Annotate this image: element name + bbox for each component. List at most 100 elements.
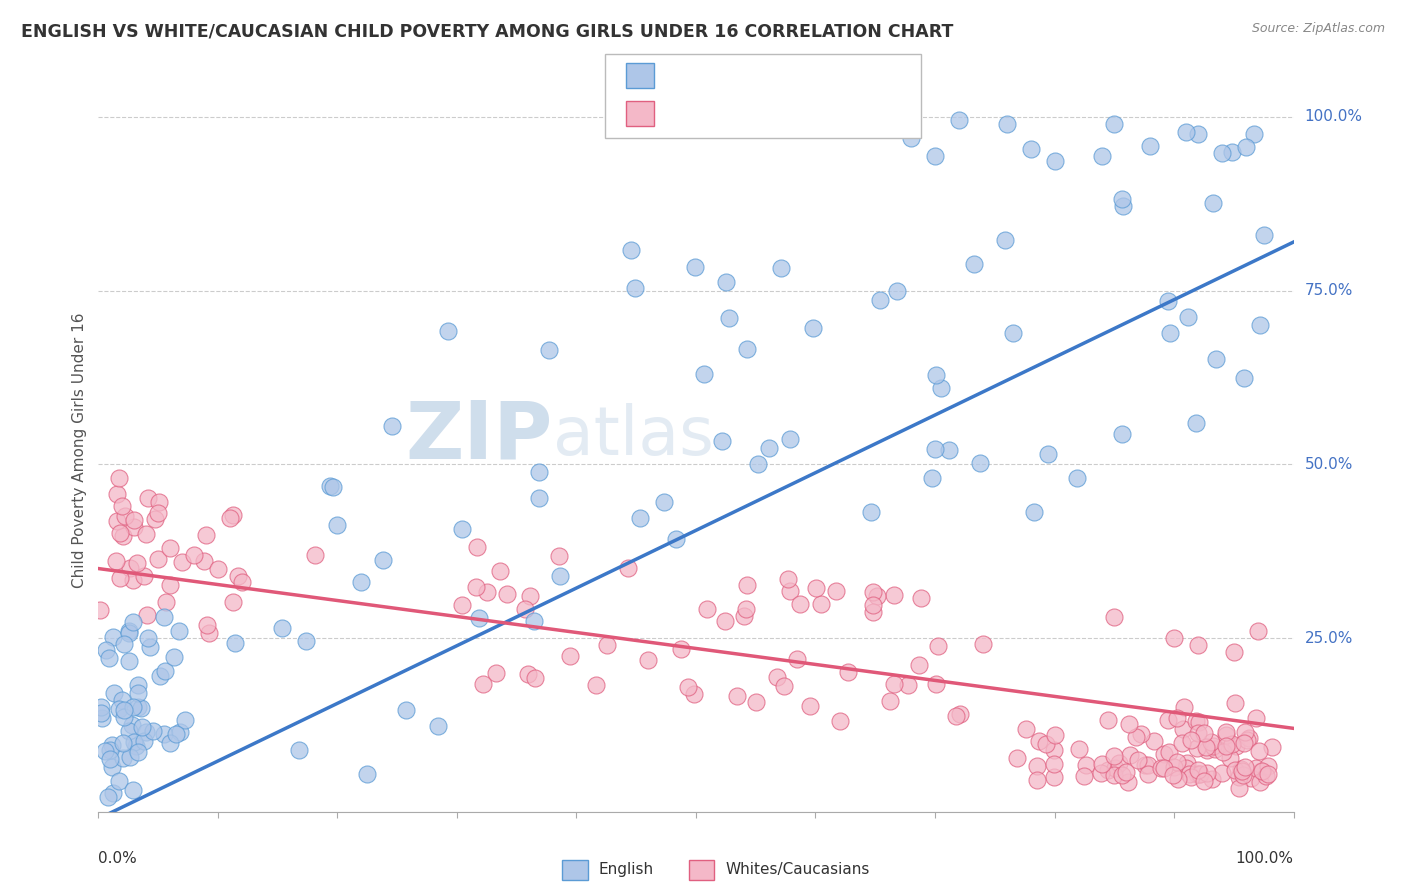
Point (1233, 371, 1256, 385)
Point (105, 554, 128, 568)
Point (1024, 505, 1046, 519)
Point (1173, 699, 1195, 714)
Point (804, 581, 827, 595)
Point (1251, 764, 1274, 778)
Text: 25.0%: 25.0% (1305, 631, 1353, 646)
Point (149, 669, 172, 683)
Point (1180, 770, 1202, 784)
Point (436, 324, 458, 338)
Point (100, 743, 122, 757)
Point (1112, 199, 1135, 213)
Point (1187, 763, 1209, 777)
Point (995, 117, 1018, 131)
Point (1119, 747, 1142, 762)
Point (735, 577, 758, 591)
Y-axis label: Child Poverty Among Girls Under 16: Child Poverty Among Girls Under 16 (72, 313, 87, 588)
Point (1261, 739, 1284, 754)
Point (90, 700, 112, 714)
Point (111, 693, 134, 707)
Point (159, 578, 181, 592)
Point (1233, 760, 1256, 774)
Point (1195, 740, 1218, 755)
Point (776, 572, 799, 586)
Point (465, 541, 488, 555)
Point (1043, 728, 1066, 742)
Point (1111, 427, 1133, 442)
Point (183, 548, 205, 562)
Point (450, 598, 472, 612)
Point (1118, 717, 1140, 731)
Point (127, 686, 149, 700)
Point (1223, 696, 1246, 710)
Point (468, 611, 491, 625)
Point (122, 699, 145, 714)
Point (866, 589, 889, 603)
Point (427, 719, 450, 733)
Point (1157, 293, 1180, 308)
Point (136, 491, 159, 505)
Point (1166, 756, 1188, 770)
Point (1229, 762, 1251, 776)
Point (122, 783, 145, 797)
Point (1163, 760, 1185, 774)
Point (350, 575, 373, 590)
Point (120, 561, 142, 575)
Point (100, 760, 122, 774)
Point (496, 587, 519, 601)
Point (595, 638, 617, 652)
Point (1234, 140, 1257, 154)
Point (1220, 737, 1243, 751)
Point (146, 552, 169, 566)
Point (1175, 125, 1198, 139)
Point (513, 602, 536, 616)
Point (1042, 743, 1064, 757)
Point (1035, 737, 1057, 751)
Point (1108, 756, 1130, 770)
Point (169, 724, 191, 739)
Point (927, 640, 949, 654)
Point (165, 727, 187, 741)
Point (1133, 757, 1156, 772)
Point (125, 556, 148, 570)
Point (1250, 764, 1272, 778)
Point (527, 465, 550, 479)
Point (714, 275, 737, 289)
Point (127, 699, 149, 714)
Point (769, 260, 792, 275)
Text: 50.0%: 50.0% (1305, 457, 1353, 472)
Point (1185, 714, 1208, 728)
Point (1002, 326, 1025, 341)
Point (138, 631, 160, 645)
Point (713, 615, 735, 629)
Point (907, 657, 929, 672)
Point (226, 569, 249, 583)
Point (108, 526, 131, 541)
Point (1104, 610, 1126, 624)
Point (786, 652, 808, 666)
Point (1215, 728, 1237, 742)
Point (969, 456, 991, 470)
Point (159, 541, 181, 555)
Point (326, 518, 349, 533)
Point (132, 568, 155, 582)
Point (394, 703, 416, 717)
Point (294, 634, 316, 648)
Point (98, 650, 121, 665)
Point (356, 766, 378, 780)
Point (1219, 751, 1241, 765)
Point (1202, 739, 1225, 753)
Point (198, 626, 221, 640)
Point (1254, 769, 1277, 783)
Point (628, 511, 651, 525)
Point (1232, 768, 1254, 782)
Point (1174, 761, 1197, 775)
Text: Source: ZipAtlas.com: Source: ZipAtlas.com (1251, 22, 1385, 36)
Point (1188, 715, 1211, 730)
Point (98, 752, 121, 766)
Point (1173, 723, 1195, 737)
Point (773, 679, 796, 693)
Point (1097, 763, 1119, 777)
Point (1205, 351, 1227, 366)
Point (1170, 736, 1192, 750)
Text: English: English (599, 863, 654, 877)
